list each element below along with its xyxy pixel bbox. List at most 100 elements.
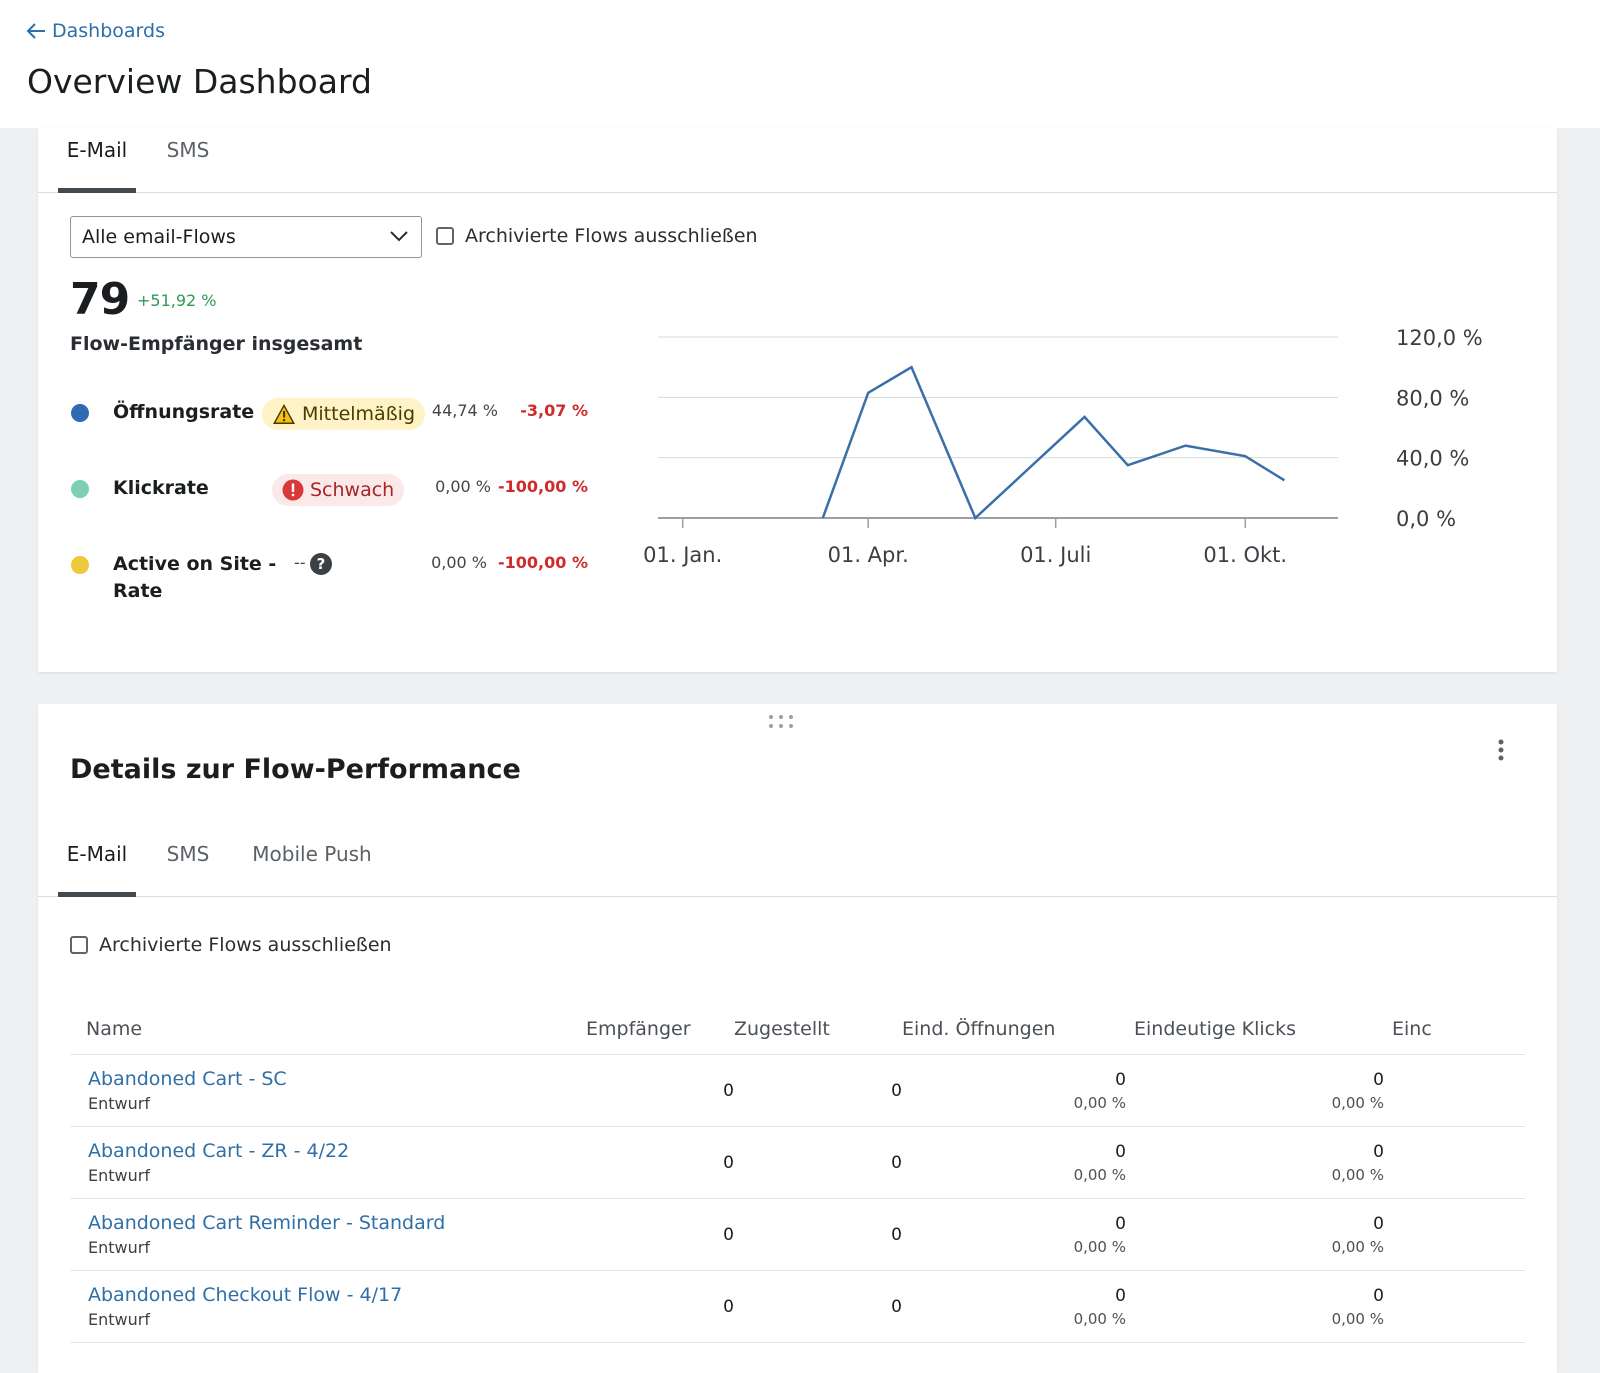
table-row: Abandoned Cart - SC Entwurf 0 0 0 0,00 % 0 0,00… bbox=[70, 1054, 1525, 1127]
x-tick-label: 01. Jan. bbox=[643, 543, 722, 567]
recipients-value: 0 bbox=[723, 1080, 734, 1101]
recipients-cell: 0 bbox=[586, 1270, 734, 1343]
flow-performance-card: Details zur Flow-Performance E-Mail SMS … bbox=[38, 704, 1557, 1373]
recipients-value: 0 bbox=[723, 1152, 734, 1173]
flow-status: Entwurf bbox=[88, 1094, 150, 1113]
exclude-archived-checkbox[interactable]: Archivierte Flows ausschließen bbox=[70, 934, 392, 956]
open-rate-series-line bbox=[821, 365, 1286, 521]
tab-email[interactable]: E-Mail bbox=[58, 128, 136, 193]
active-on-site-label-line1: Active on Site - bbox=[113, 553, 277, 575]
flow-filter-value: Alle email-Flows bbox=[82, 226, 236, 248]
page-title: Overview Dashboard bbox=[27, 62, 372, 101]
flow-name-cell: Abandoned Checkout Flow - 4/17 Entwurf bbox=[70, 1270, 586, 1343]
total-recipients-change: +51,92 % bbox=[137, 291, 217, 310]
unique-clicks-pct: 0,00 % bbox=[1331, 1237, 1384, 1256]
recipients-value: 0 bbox=[723, 1224, 734, 1245]
checkbox-box[interactable] bbox=[70, 936, 88, 954]
unique-opens-value: 0 bbox=[1115, 1141, 1126, 1162]
table-row: Abandoned Cart Reminder - Standard Entwur… bbox=[70, 1198, 1525, 1271]
flow-name-link[interactable]: Abandoned Cart - SC bbox=[88, 1068, 287, 1090]
unique-opens-value: 0 bbox=[1115, 1213, 1126, 1234]
flow-name-link[interactable]: Abandoned Cart Reminder - Standard bbox=[88, 1212, 446, 1234]
click-rate-value: 0,00 % bbox=[435, 477, 491, 496]
flow-overview-card: E-Mail SMS Alle email-Flows Archivierte … bbox=[38, 128, 1557, 672]
y-tick-label: 40,0 % bbox=[1396, 447, 1469, 471]
unique-opens-cell: 0 0,00 % bbox=[902, 1126, 1134, 1199]
column-header-delivered[interactable]: Zugestellt bbox=[734, 1004, 902, 1055]
click-rate-badge-label: Schwach bbox=[310, 479, 395, 501]
tab-sms[interactable]: SMS bbox=[158, 832, 218, 896]
truncated-cell bbox=[1392, 1126, 1525, 1199]
help-icon[interactable]: ? bbox=[310, 553, 332, 575]
flow-name-link[interactable]: Abandoned Cart - ZR - 4/22 bbox=[88, 1140, 350, 1162]
x-tick-label: 01. Juli bbox=[1020, 543, 1091, 567]
flow-name-cell: Abandoned Cart - SC Entwurf bbox=[70, 1054, 586, 1127]
active-on-site-value: 0,00 % bbox=[431, 553, 487, 572]
unique-clicks-pct: 0,00 % bbox=[1331, 1093, 1384, 1112]
x-tick-label: 01. Apr. bbox=[828, 543, 909, 567]
delivered-cell: 0 bbox=[734, 1270, 902, 1343]
unique-clicks-pct: 0,00 % bbox=[1331, 1309, 1384, 1328]
click-rate-change: -100,00 % bbox=[498, 477, 588, 496]
delivered-cell: 0 bbox=[734, 1126, 902, 1199]
unique-clicks-value: 0 bbox=[1373, 1213, 1384, 1234]
column-header-name[interactable]: Name bbox=[70, 1004, 586, 1055]
delivered-cell: 0 bbox=[734, 1054, 902, 1127]
open-rate-label: Öffnungsrate bbox=[113, 401, 255, 423]
unique-opens-pct: 0,00 % bbox=[1073, 1237, 1126, 1256]
unique-opens-pct: 0,00 % bbox=[1073, 1309, 1126, 1328]
active-on-site-dot bbox=[71, 556, 89, 574]
table-row: Abandoned Checkout Flow - 4/17 Entwurf 0 0 0… bbox=[70, 1270, 1525, 1343]
delivered-value: 0 bbox=[891, 1296, 902, 1317]
delivered-value: 0 bbox=[891, 1080, 902, 1101]
recipients-cell: 0 bbox=[586, 1126, 734, 1199]
tab-mobile-push-label: Mobile Push bbox=[252, 842, 372, 866]
flow-status: Entwurf bbox=[88, 1310, 150, 1329]
click-rate-label: Klickrate bbox=[113, 477, 209, 499]
performance-channel-tabs: E-Mail SMS Mobile Push bbox=[38, 832, 1557, 897]
column-header-unique-opens[interactable]: Eind. Öffnungen bbox=[902, 1004, 1134, 1055]
unique-opens-pct: 0,00 % bbox=[1073, 1093, 1126, 1112]
table-header-row: Name Empfänger Zugestellt Eind. Öffnunge… bbox=[70, 1004, 1525, 1055]
click-rate-badge: Schwach bbox=[272, 474, 405, 506]
y-tick-label: 80,0 % bbox=[1396, 386, 1469, 410]
flow-name-link[interactable]: Abandoned Checkout Flow - 4/17 bbox=[88, 1284, 403, 1306]
open-rate-change: -3,07 % bbox=[520, 401, 588, 420]
drag-handle-icon[interactable] bbox=[768, 714, 794, 730]
open-rate-badge-label: Mittelmäßig bbox=[302, 403, 415, 425]
exclude-archived-checkbox[interactable]: Archivierte Flows ausschließen bbox=[436, 225, 758, 247]
click-rate-dot bbox=[71, 480, 89, 498]
flow-filter-select[interactable]: Alle email-Flows bbox=[70, 216, 422, 258]
tab-email-label: E-Mail bbox=[66, 842, 128, 866]
unique-clicks-value: 0 bbox=[1373, 1069, 1384, 1090]
total-recipients-label: Flow-Empfänger insgesamt bbox=[70, 333, 363, 355]
truncated-cell bbox=[1392, 1054, 1525, 1127]
error-icon bbox=[282, 479, 304, 501]
x-tick-label: 01. Okt. bbox=[1203, 543, 1287, 567]
chevron-down-icon bbox=[390, 231, 408, 242]
active-on-site-label: Active on Site - Rate bbox=[113, 551, 276, 605]
more-options-icon[interactable] bbox=[1497, 738, 1505, 762]
back-link-label: Dashboards bbox=[52, 20, 165, 42]
back-to-dashboards-link[interactable]: Dashboards bbox=[26, 20, 165, 42]
tab-email[interactable]: E-Mail bbox=[58, 832, 136, 897]
flow-name-cell: Abandoned Cart Reminder - Standard Entwur… bbox=[70, 1198, 586, 1271]
delivered-value: 0 bbox=[891, 1152, 902, 1173]
unique-clicks-cell: 0 0,00 % bbox=[1134, 1054, 1392, 1127]
column-header-recipients[interactable]: Empfänger bbox=[586, 1004, 734, 1055]
unique-opens-cell: 0 0,00 % bbox=[902, 1270, 1134, 1343]
unique-clicks-pct: 0,00 % bbox=[1331, 1165, 1384, 1184]
truncated-cell bbox=[1392, 1198, 1525, 1271]
checkbox-box[interactable] bbox=[436, 227, 454, 245]
tab-email-label: E-Mail bbox=[66, 138, 128, 162]
column-header-truncated[interactable]: Einc bbox=[1392, 1004, 1525, 1055]
unique-clicks-cell: 0 0,00 % bbox=[1134, 1270, 1392, 1343]
tab-mobile-push[interactable]: Mobile Push bbox=[250, 832, 374, 896]
unique-clicks-value: 0 bbox=[1373, 1141, 1384, 1162]
column-header-unique-clicks[interactable]: Eindeutige Klicks bbox=[1134, 1004, 1392, 1055]
unique-opens-cell: 0 0,00 % bbox=[902, 1198, 1134, 1271]
tab-sms[interactable]: SMS bbox=[158, 128, 218, 192]
unique-opens-value: 0 bbox=[1115, 1069, 1126, 1090]
flow-name-cell: Abandoned Cart - ZR - 4/22 Entwurf bbox=[70, 1126, 586, 1199]
active-on-site-badge: -- bbox=[294, 553, 306, 572]
